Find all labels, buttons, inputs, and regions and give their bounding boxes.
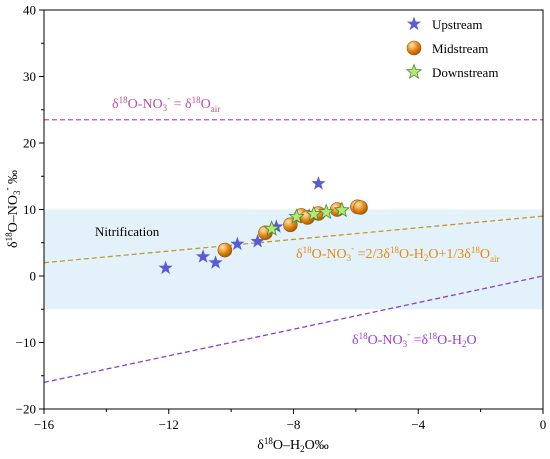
data-points — [158, 176, 368, 275]
point-upstream — [158, 260, 173, 275]
point-upstream — [311, 176, 326, 190]
point-upstream — [230, 236, 245, 251]
legend-marker-downstream — [405, 63, 423, 79]
y-axis: −20 −10 0 10 20 30 40 — [16, 3, 44, 417]
point-downstream — [305, 205, 322, 222]
point-upstream — [208, 255, 223, 269]
x-tick-label: −8 — [287, 417, 301, 432]
y-tick-label: 40 — [23, 3, 36, 18]
annotation-air-line: δ18O-NO3- = δ18Oair — [112, 93, 220, 114]
point-downstream — [263, 220, 280, 236]
x-tick-label: −16 — [34, 417, 55, 432]
nitrification-label-text: Nitrification — [95, 224, 160, 239]
point-upstream — [195, 249, 211, 263]
legend-marker-upstream — [406, 16, 422, 31]
legend-label-downstream: Downstream — [432, 65, 498, 80]
ref-line-two-thirds — [43, 215, 544, 264]
ref-line-equal — [43, 275, 544, 384]
x-axis: −16 −12 −8 −4 0 — [34, 409, 546, 432]
point-upstream — [250, 233, 265, 248]
reference-lines — [43, 119, 544, 384]
legend-label-midstream: Midstream — [432, 41, 488, 56]
point-downstream — [318, 203, 335, 220]
x-axis-title: δ18O–H2O‰ — [257, 436, 328, 454]
y-tick-label: 0 — [30, 269, 37, 284]
y-axis-title: δ18O–NO3- ‰ — [2, 170, 22, 248]
x-tick-label: −12 — [159, 417, 179, 432]
annotation-equal-line: δ18O-NO3- =δ18O-H2O — [352, 329, 477, 349]
series-downstream — [263, 201, 351, 236]
y-tick-label: −10 — [16, 335, 36, 350]
y-tick-label: 30 — [23, 69, 36, 84]
point-midstream — [217, 242, 233, 258]
x-tick-label: −4 — [411, 417, 425, 432]
point-downstream — [333, 201, 351, 218]
legend-marker-midstream — [406, 40, 422, 56]
nitrification-label: Nitrification — [95, 224, 160, 239]
legend: Upstream Midstream Downstream — [405, 16, 498, 80]
y-tick-label: 10 — [23, 202, 36, 217]
x-tick-label: 0 — [540, 417, 547, 432]
y-tick-label: −20 — [16, 402, 36, 417]
legend-label-upstream: Upstream — [432, 17, 483, 32]
y-tick-label: 20 — [23, 136, 36, 151]
point-downstream — [288, 208, 305, 224]
point-midstream — [353, 200, 368, 215]
